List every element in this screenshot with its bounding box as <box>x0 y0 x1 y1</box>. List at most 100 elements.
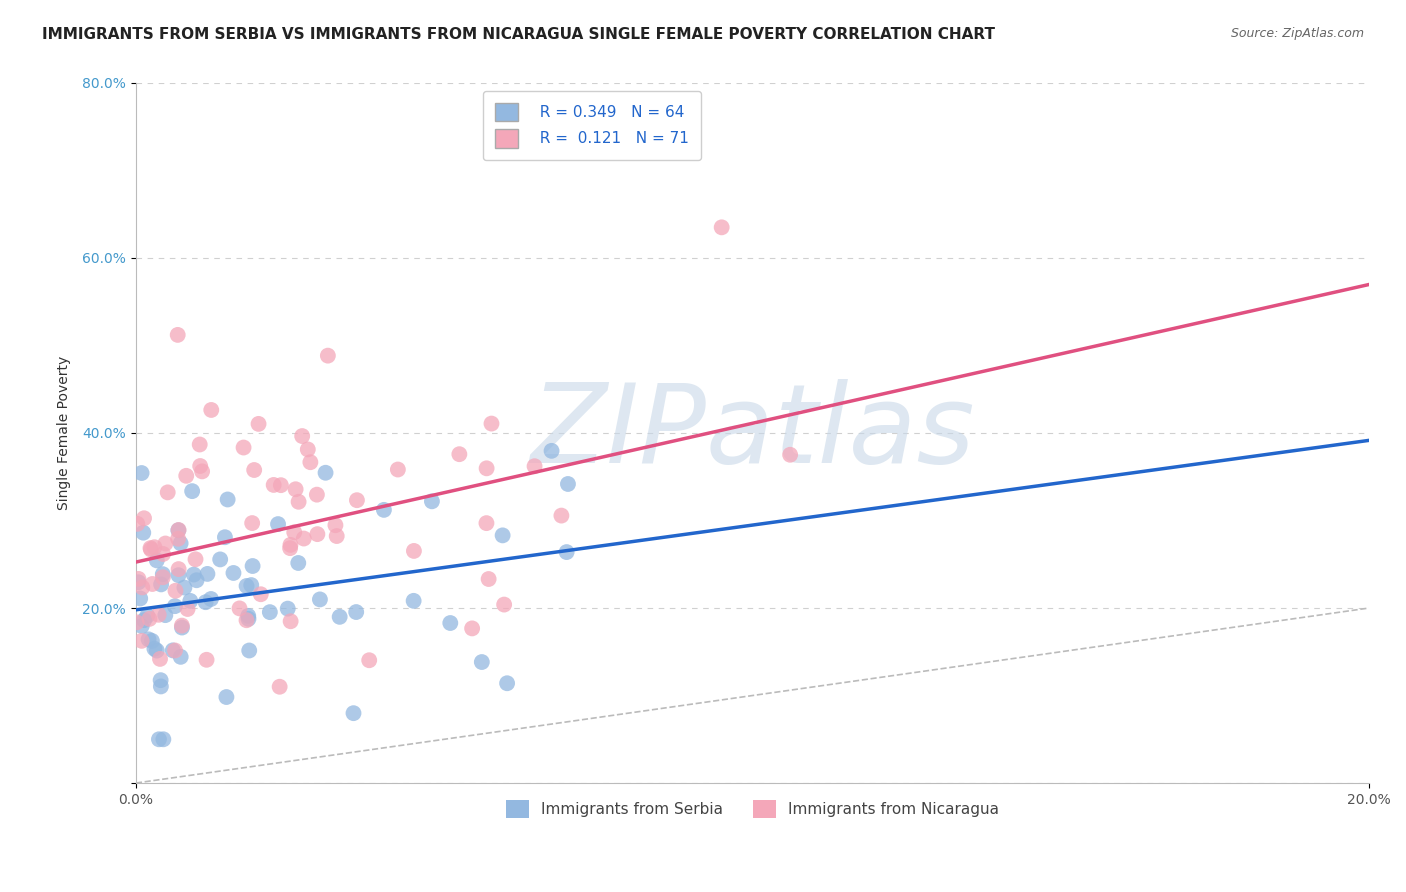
Text: ZIPatlas: ZIPatlas <box>530 379 974 486</box>
Point <box>283 525 305 540</box>
Point <box>550 508 572 523</box>
Point <box>152 732 174 747</box>
Point <box>132 511 155 525</box>
Point <box>169 536 191 550</box>
Point <box>148 607 170 622</box>
Point <box>214 530 236 544</box>
Point <box>284 483 307 497</box>
Point <box>247 417 270 431</box>
Point <box>402 544 425 558</box>
Point <box>228 601 250 615</box>
Point <box>491 528 513 542</box>
Point <box>188 437 211 451</box>
Point <box>200 592 222 607</box>
Point <box>240 578 263 592</box>
Point <box>152 567 174 582</box>
Point <box>555 545 578 559</box>
Point <box>139 541 162 555</box>
Point <box>191 464 214 478</box>
Y-axis label: Single Female Poverty: Single Female Poverty <box>58 356 72 510</box>
Point <box>131 633 153 648</box>
Point <box>779 448 801 462</box>
Point <box>263 478 285 492</box>
Point <box>481 417 503 431</box>
Point <box>475 516 498 530</box>
Point <box>270 478 292 492</box>
Point <box>131 581 153 595</box>
Point <box>287 556 309 570</box>
Point <box>170 649 193 664</box>
Point <box>359 653 381 667</box>
Point <box>280 538 302 552</box>
Point <box>325 529 347 543</box>
Legend: Immigrants from Serbia, Immigrants from Nicaragua: Immigrants from Serbia, Immigrants from … <box>499 794 1005 824</box>
Point <box>305 488 328 502</box>
Point <box>173 581 195 595</box>
Point <box>149 673 172 688</box>
Point <box>387 462 409 476</box>
Point <box>557 477 579 491</box>
Point <box>420 494 443 508</box>
Point <box>292 532 315 546</box>
Point <box>127 575 149 590</box>
Point <box>342 706 364 721</box>
Point <box>155 608 177 623</box>
Point <box>243 463 266 477</box>
Point <box>149 652 172 666</box>
Point <box>540 443 562 458</box>
Text: Source: ZipAtlas.com: Source: ZipAtlas.com <box>1230 27 1364 40</box>
Point <box>152 547 174 561</box>
Point <box>299 455 322 469</box>
Point <box>278 541 301 556</box>
Point <box>127 572 149 586</box>
Point <box>139 542 162 557</box>
Point <box>167 568 190 582</box>
Point <box>475 461 498 475</box>
Point <box>163 599 186 614</box>
Point <box>307 527 329 541</box>
Point <box>200 403 222 417</box>
Point <box>127 516 149 531</box>
Point <box>496 676 519 690</box>
Point <box>138 632 160 647</box>
Point <box>259 605 281 619</box>
Point <box>242 559 264 574</box>
Point <box>373 503 395 517</box>
Point <box>184 552 207 566</box>
Point <box>132 525 155 540</box>
Point <box>269 680 291 694</box>
Point <box>146 553 169 567</box>
Point <box>240 516 263 530</box>
Text: IMMIGRANTS FROM SERBIA VS IMMIGRANTS FROM NICARAGUA SINGLE FEMALE POVERTY CORREL: IMMIGRANTS FROM SERBIA VS IMMIGRANTS FRO… <box>42 27 995 42</box>
Point <box>235 613 257 627</box>
Point <box>232 441 254 455</box>
Point <box>215 690 238 704</box>
Point <box>249 587 271 601</box>
Point <box>156 485 179 500</box>
Point <box>146 643 169 657</box>
Point <box>194 595 217 609</box>
Point <box>346 493 368 508</box>
Point <box>131 466 153 480</box>
Point <box>217 492 239 507</box>
Point <box>209 552 232 566</box>
Point <box>134 613 156 627</box>
Point <box>344 605 367 619</box>
Point <box>449 447 471 461</box>
Point <box>523 459 546 474</box>
Point <box>277 601 299 615</box>
Point <box>710 220 733 235</box>
Point <box>329 610 352 624</box>
Point <box>297 442 319 457</box>
Point <box>163 643 186 657</box>
Point <box>402 594 425 608</box>
Point <box>461 621 484 635</box>
Point <box>439 615 461 630</box>
Point <box>152 570 174 584</box>
Point <box>131 619 153 633</box>
Point <box>143 641 166 656</box>
Point <box>143 540 166 554</box>
Point <box>267 517 290 532</box>
Point <box>287 495 309 509</box>
Point <box>150 577 173 591</box>
